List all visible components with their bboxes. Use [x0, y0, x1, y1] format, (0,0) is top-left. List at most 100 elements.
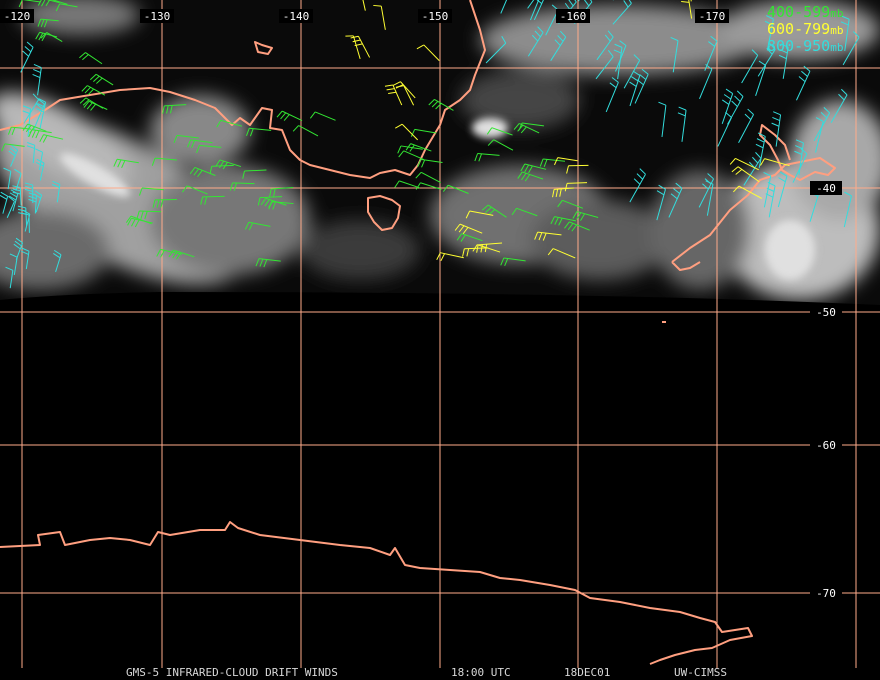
barb-flag: [0, 191, 8, 197]
barb-flag: [766, 187, 775, 192]
barb-flag: [39, 134, 44, 142]
barb-flag: [200, 196, 204, 205]
label-backing: [810, 586, 842, 600]
legend-unit: mb: [830, 24, 843, 37]
barb-shaft: [485, 42, 507, 64]
barb-flag: [393, 81, 401, 86]
barb-flag: [33, 63, 42, 69]
barb-flag: [462, 248, 465, 257]
label-backing: [810, 438, 842, 452]
latitude-label: -70: [816, 587, 836, 600]
wind-barb: [257, 196, 283, 206]
barb-flag: [405, 143, 412, 151]
barb-flag: [41, 33, 47, 42]
barb-flag: [779, 49, 788, 54]
wind-barb: [415, 171, 441, 183]
barb-flag: [83, 101, 90, 108]
barb-shaft: [738, 185, 762, 199]
barb-flag: [22, 50, 29, 57]
barb-flag: [564, 221, 570, 229]
label-backing: [140, 9, 174, 23]
barb-flag: [795, 139, 804, 144]
barb-flag: [3, 167, 12, 172]
barb-flag: [583, 0, 590, 7]
wind-barb: [200, 195, 225, 205]
barb-flag: [580, 213, 586, 221]
barb-shaft: [477, 244, 501, 253]
wind-barb: [777, 171, 788, 208]
wind-barb: [1, 143, 25, 152]
barb-flag: [21, 247, 30, 252]
barb-shaft: [491, 127, 513, 136]
barb-flag: [764, 20, 773, 26]
longitude-label: -120: [4, 10, 31, 23]
barb-flag: [466, 248, 470, 257]
barb-flag: [209, 166, 213, 175]
observation-time: 18:00 UTC: [451, 666, 511, 679]
barb-shaft: [717, 117, 732, 147]
barb-flag: [639, 74, 647, 80]
barb-flag: [152, 199, 156, 208]
wind-barb: [613, 43, 623, 80]
barb-flag: [283, 114, 290, 121]
barb-shaft: [4, 143, 25, 147]
barb-flag: [778, 177, 786, 183]
wind-barb: [534, 231, 562, 241]
barb-flag: [803, 65, 811, 72]
barb-flag: [731, 166, 739, 173]
barb-flag: [747, 108, 754, 115]
barb-flag: [35, 130, 40, 139]
wind-barb: [539, 158, 566, 168]
barb-flag: [589, 0, 593, 3]
barb-flag: [752, 156, 759, 164]
barb-flag: [18, 0, 23, 8]
barb-shaft: [7, 171, 12, 190]
wind-barb: [763, 171, 772, 208]
barb-flag: [191, 140, 195, 148]
wind-barb: [487, 139, 514, 151]
barb-flag: [42, 135, 48, 143]
wind-barb: [513, 123, 540, 134]
wind-barb: [81, 85, 106, 96]
barb-shaft: [176, 134, 199, 139]
barb-flag: [36, 158, 45, 164]
barb-flag: [758, 60, 766, 66]
wind-barb: [410, 128, 437, 137]
barb-shaft: [469, 210, 494, 216]
barb-flag: [557, 35, 564, 42]
legend-unit: mb: [830, 41, 843, 54]
wind-barb: [454, 223, 483, 235]
longitude-label: -160: [560, 10, 587, 23]
wind-barb: [405, 143, 432, 152]
barb-flag: [5, 266, 14, 271]
barb-flag: [350, 35, 359, 39]
barb-flag: [280, 112, 287, 120]
barb-flag: [121, 160, 126, 169]
wind-barb: [755, 132, 766, 168]
barb-flag: [35, 31, 41, 40]
barb-flag: [373, 4, 382, 7]
barb-flag: [538, 232, 543, 241]
wind-barb: [23, 93, 39, 124]
wind-barb: [428, 98, 454, 111]
barb-flag: [197, 170, 203, 178]
barb-shaft: [842, 36, 860, 66]
wind-barb: [486, 127, 513, 136]
barb-flag: [534, 231, 539, 240]
barb-flag: [18, 212, 27, 215]
barb-flag: [708, 41, 716, 47]
barb-flag: [89, 73, 97, 81]
barb-flag: [176, 252, 182, 260]
barb-flag: [656, 190, 665, 196]
barb-flag: [628, 0, 632, 4]
barb-flag: [731, 100, 738, 107]
barb-flag: [725, 111, 732, 118]
wind-barb: [731, 166, 760, 183]
barb-flag: [755, 152, 762, 159]
barb-shaft: [352, 35, 361, 60]
barb-flag: [53, 249, 62, 256]
wind-barb: [442, 184, 469, 194]
barb-flag: [576, 212, 582, 220]
barb-flag: [778, 54, 787, 60]
